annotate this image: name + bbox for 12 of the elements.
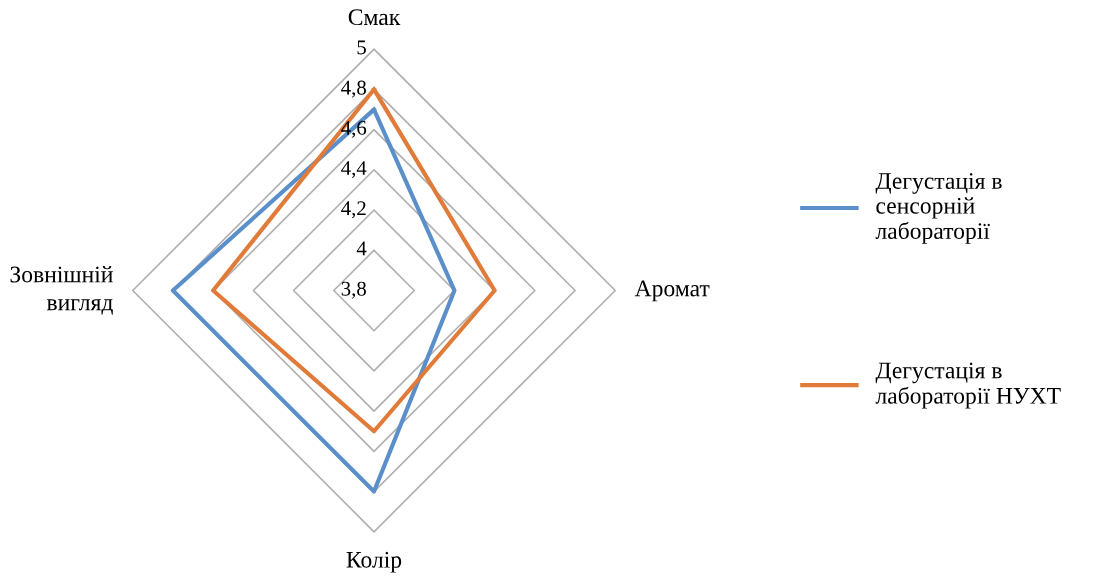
legend-label: Дегустація в лабораторії НУХТ	[875, 362, 1061, 409]
y-tick-label: 5	[357, 40, 366, 55]
spoke-label: Аромат	[634, 280, 710, 302]
spoke-label: Колір	[346, 551, 402, 573]
y-tick-label: 4	[356, 241, 367, 256]
spoke-label: Зовнішній вигляд	[10, 266, 113, 315]
y-tick-label: 4,4	[341, 161, 367, 179]
y-tick-label: 4,8	[341, 80, 366, 98]
y-tick-label: 4,2	[341, 201, 366, 219]
spoke-label: Смак	[348, 9, 401, 26]
y-tick-label: 3,8	[341, 281, 366, 299]
legend-label: Дегустація в сенсорній лабораторії	[875, 173, 1002, 244]
